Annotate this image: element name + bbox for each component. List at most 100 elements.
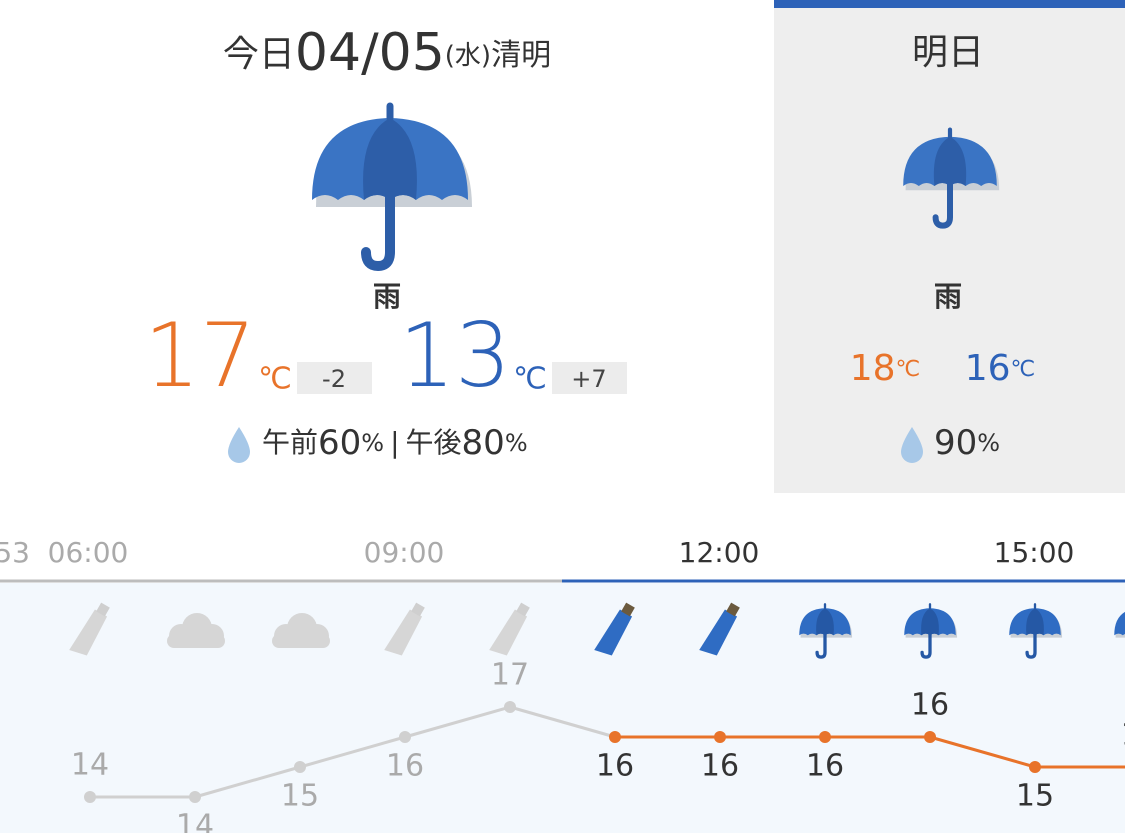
hourly-chart: 53 06:00 09:00 12:00 15:00 14 14 15 16 17 16 16 16 16… [0, 536, 1125, 833]
closed-umbrella-icon [594, 602, 635, 656]
closed-umbrella-icon [69, 602, 110, 656]
value: 18 [850, 348, 896, 389]
temp-point [1029, 761, 1041, 773]
time-label: 53 [0, 536, 30, 569]
temp-label: 16 [701, 749, 739, 784]
weather-icon [312, 102, 472, 272]
temp-unit: ℃ [258, 362, 292, 397]
handle [96, 602, 110, 617]
temp-label: 14 [176, 809, 214, 833]
time-label: 15:00 [994, 536, 1075, 569]
cloud-icon [272, 613, 330, 648]
diff-box [297, 362, 372, 394]
canopy-panel [816, 608, 834, 636]
temp-point [189, 791, 201, 803]
temp-label: 14 [71, 748, 109, 783]
pm-value: 80 [462, 423, 505, 463]
temp-unit: ℃ [513, 362, 547, 397]
canopy-panel [363, 118, 417, 200]
low-temp: 16℃ [965, 348, 1036, 389]
temp-point [399, 731, 411, 743]
weather-icon [903, 127, 1000, 229]
value: 16 [965, 348, 1011, 389]
high-diff: -2 [322, 365, 346, 393]
temp-point [924, 731, 936, 743]
body [699, 609, 738, 656]
closed-umbrella-icon [699, 602, 740, 656]
high-temp: 17 [144, 304, 256, 407]
temp-label: 16 [911, 688, 949, 723]
time-label: 06:00 [48, 536, 129, 569]
high-temp: 18℃ [850, 348, 921, 389]
handle [1025, 632, 1037, 659]
drop-icon [901, 427, 923, 463]
temp-point [819, 731, 831, 743]
day-label: 明日 [912, 32, 984, 73]
drop-icon [228, 427, 250, 463]
temp-label: 15 [1016, 779, 1054, 814]
temp-point [609, 731, 621, 743]
temp-line [929, 735, 1036, 769]
umbrella [1114, 612, 1125, 638]
temp-line [299, 735, 406, 769]
unit: % [361, 429, 384, 457]
body [594, 609, 633, 656]
temp-line [194, 765, 301, 799]
canopy-panel [1026, 608, 1044, 636]
umbrella [904, 603, 958, 659]
umbrella [799, 603, 853, 659]
unit: % [977, 429, 1000, 457]
temp-point [294, 761, 306, 773]
body [384, 609, 423, 656]
body [489, 609, 528, 656]
handle [815, 632, 827, 659]
time-label: 12:00 [679, 536, 760, 569]
closed-umbrella-icon [489, 602, 530, 656]
unit: ℃ [1011, 357, 1036, 382]
am-label: 午前 [262, 426, 318, 459]
handle [920, 632, 932, 659]
handle [726, 602, 740, 617]
pm-label: 午後 [406, 426, 462, 459]
handle [621, 602, 635, 617]
temp-label: 15 [281, 779, 319, 814]
weekday: (水) [445, 41, 491, 71]
handle [516, 602, 530, 617]
diff-box [552, 362, 627, 394]
low-temp: 13 [399, 304, 511, 407]
temp-point [504, 701, 516, 713]
unit: % [505, 429, 528, 457]
low-diff: +7 [571, 365, 606, 393]
value: 90 [934, 423, 977, 463]
canopy-panel [921, 608, 939, 636]
today-heading: 今日04/05(水)清明 [223, 23, 551, 83]
cloud-icon [167, 613, 225, 648]
tomorrow-panel[interactable] [774, 0, 1125, 493]
temp-point [714, 731, 726, 743]
temp-line [509, 705, 616, 739]
handle [932, 180, 954, 229]
temp-point [84, 791, 96, 803]
day-label: 今日 [223, 34, 295, 75]
weather-text: 雨 [934, 280, 962, 313]
time-label: 09:00 [364, 536, 445, 569]
handle [361, 191, 395, 272]
umbrella [903, 127, 1000, 229]
unit: ℃ [896, 357, 921, 382]
canopy [1114, 612, 1125, 636]
temp-label: 16 [386, 749, 424, 784]
closed-umbrella-icon [384, 602, 425, 656]
precip: 午前60% | 午後80% [262, 423, 528, 463]
base [272, 634, 330, 648]
temp-label: 16 [806, 749, 844, 784]
temp-line [404, 705, 511, 739]
body [69, 609, 108, 656]
handle [411, 602, 425, 617]
solar-term: 清明 [491, 38, 551, 73]
tab-indicator [774, 0, 1125, 8]
umbrella [312, 102, 472, 272]
base [167, 634, 225, 648]
precip: 90% [934, 423, 1000, 463]
separator: | [390, 426, 399, 459]
